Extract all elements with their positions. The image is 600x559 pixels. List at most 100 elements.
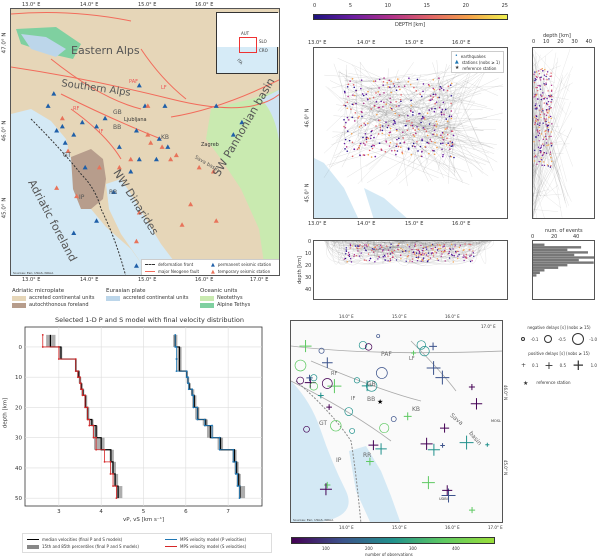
earthquake-marker (365, 93, 368, 96)
earthquake-marker (538, 70, 540, 72)
permanent-station-marker (133, 263, 139, 268)
earthquake-marker (541, 108, 544, 110)
earthquake-marker (434, 93, 437, 96)
x-tick-label: 7 (226, 509, 230, 515)
raypath (373, 241, 441, 262)
earthquake-marker (356, 148, 359, 150)
temporary-station-marker (213, 218, 219, 223)
mps-s-line-point (79, 382, 82, 385)
raypath (357, 62, 414, 143)
earthquake-marker (440, 142, 442, 145)
earthquake-marker (362, 154, 365, 156)
raypath (533, 77, 569, 197)
earthquake-marker (443, 244, 445, 246)
earthquake-marker (420, 260, 423, 262)
raypath (345, 84, 397, 93)
earthquake-marker (547, 104, 549, 106)
earthquake-marker (431, 149, 434, 152)
mps-p-line-point (218, 436, 221, 439)
earthquake-marker (343, 125, 345, 128)
negative-delay-marker (349, 428, 355, 434)
earthquake-marker (539, 114, 542, 116)
earthquake-marker (432, 93, 435, 96)
earthquake-marker (376, 244, 378, 247)
profile-tick: 30 (571, 39, 578, 45)
raypath (428, 63, 447, 147)
earthquake-marker (385, 121, 387, 124)
earthquake-marker (547, 71, 549, 73)
earthquake-marker (440, 134, 442, 137)
earthquake-marker (360, 252, 362, 254)
earthquake-marker (368, 259, 371, 262)
earthquake-marker (548, 108, 550, 110)
raypath (369, 114, 387, 138)
earthquake-marker (391, 149, 393, 152)
pos-cross-large-icon: + (572, 356, 585, 374)
raypath (533, 65, 561, 77)
mps-p-line-point (191, 388, 194, 391)
earthquake-marker (396, 138, 398, 141)
raypath (394, 241, 471, 245)
raypath (533, 48, 570, 92)
positive-delay-marker (485, 442, 490, 447)
y-tick-label: 20 (15, 405, 22, 411)
earthquake-marker (440, 113, 443, 116)
earthquake-marker (547, 124, 550, 127)
earthquake-marker (471, 260, 473, 262)
raypath (324, 241, 345, 261)
earthquake-marker (543, 74, 546, 76)
raypath (348, 116, 461, 132)
mps-s-line-point (88, 424, 91, 427)
raypath (339, 97, 418, 108)
hist-tick-2: 40 (573, 234, 580, 240)
earthquake-marker (463, 259, 465, 262)
inset-slo: SLO (259, 39, 267, 44)
earthquake-marker (402, 137, 404, 139)
earthquake-marker (349, 243, 352, 246)
earthquake-marker (386, 126, 389, 129)
temporary-station-marker (65, 148, 71, 153)
earthquake-marker (422, 247, 424, 250)
raypath (409, 104, 441, 115)
observations-colorbar (291, 537, 495, 544)
raypath (533, 168, 550, 192)
earthquake-marker (377, 91, 379, 93)
earthquake-marker (421, 139, 423, 142)
raypath (422, 136, 490, 154)
earthquake-marker (439, 244, 441, 247)
permanent-station-marker (136, 156, 142, 162)
raypath (362, 107, 484, 131)
earthquake-marker (408, 120, 410, 122)
raypath (374, 241, 377, 258)
positive-delay-marker (427, 443, 440, 456)
raypath (341, 99, 378, 168)
raypath (362, 105, 449, 128)
earthquake-marker (423, 246, 425, 249)
histogram-bar (533, 256, 594, 259)
earthquake-marker (451, 130, 454, 132)
earthquake-marker (393, 249, 396, 252)
reference-label: reference station (536, 380, 571, 385)
raypath (414, 129, 496, 133)
eurasian-alps (21, 34, 66, 57)
raypath (533, 157, 558, 197)
earthquake-marker (358, 126, 361, 128)
raypath (351, 64, 402, 105)
earthquake-marker (433, 124, 436, 127)
raypath (352, 102, 428, 108)
mps-p-line-point (175, 358, 178, 360)
raypath (440, 130, 463, 139)
negative-delay-marker (419, 346, 430, 357)
earthquake-marker (455, 250, 457, 253)
earthquake-marker (534, 154, 537, 157)
positive-delay-marker (468, 384, 475, 391)
earthquake-marker (418, 254, 420, 256)
histogram-bar (533, 266, 559, 269)
earthquake-marker (406, 256, 409, 258)
earthquake-marker (431, 108, 433, 110)
earthquake-marker (550, 160, 553, 163)
earthquake-marker (449, 248, 451, 250)
earthquake-marker (538, 129, 541, 132)
raypath (351, 80, 469, 129)
earthquake-marker (416, 125, 418, 128)
